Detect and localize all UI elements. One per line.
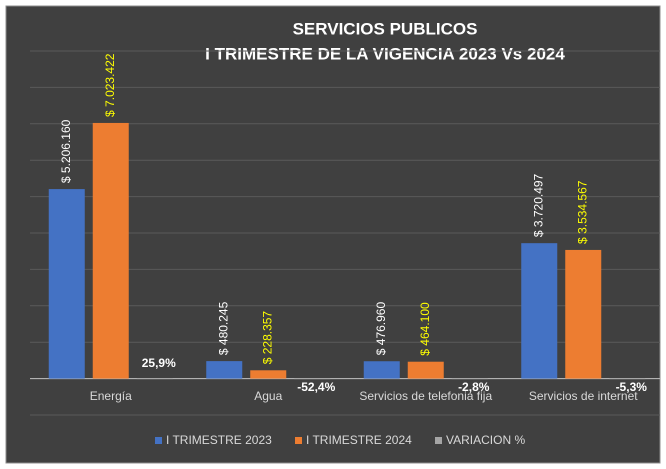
data-label: $ 7.023.422: [103, 53, 117, 117]
data-label: 25,9%: [142, 356, 176, 370]
data-label: $ 3.720.497: [531, 173, 545, 237]
bar: [407, 361, 444, 379]
data-label: -2,8%: [458, 380, 490, 394]
data-label: $ 228.357: [260, 311, 274, 365]
chart-subtitle: I TRIMESTRE DE LA VIGENCIA 2023 Vs 2024: [205, 44, 565, 63]
x-tick-label: Servicios de telefonia fija: [359, 389, 492, 403]
data-label: $ 3.534.567: [575, 180, 589, 244]
data-label: $ 464.100: [418, 302, 432, 356]
x-tick-label: Energía: [90, 389, 132, 403]
bar: [521, 243, 558, 379]
bar: [565, 249, 602, 379]
bar: [294, 378, 331, 380]
bar: [92, 122, 129, 379]
bar: [48, 189, 85, 379]
x-tick-label: Agua: [254, 389, 282, 403]
bar: [206, 361, 243, 379]
bar: [451, 378, 488, 380]
bar: [250, 370, 287, 379]
legend-label: I TRIMESTRE 2023: [166, 433, 272, 447]
legend-label: I TRIMESTRE 2024: [306, 433, 412, 447]
legend-swatch: [435, 437, 442, 444]
legend-label: VARIACION %: [446, 433, 525, 447]
data-label: $ 480.245: [216, 301, 230, 355]
chart-title: SERVICIOS PUBLICOS: [293, 19, 478, 38]
legend-swatch: [295, 437, 302, 444]
data-label: $ 476.960: [374, 302, 388, 356]
bar: [609, 378, 646, 380]
bar: [136, 378, 173, 380]
x-tick-label: Servicios de internet: [529, 389, 638, 403]
data-label: -5,3%: [616, 380, 648, 394]
data-label: $ 5.206.160: [59, 119, 73, 183]
legend-swatch: [155, 437, 162, 444]
bar: [363, 361, 400, 379]
data-label: -52,4%: [297, 380, 335, 394]
